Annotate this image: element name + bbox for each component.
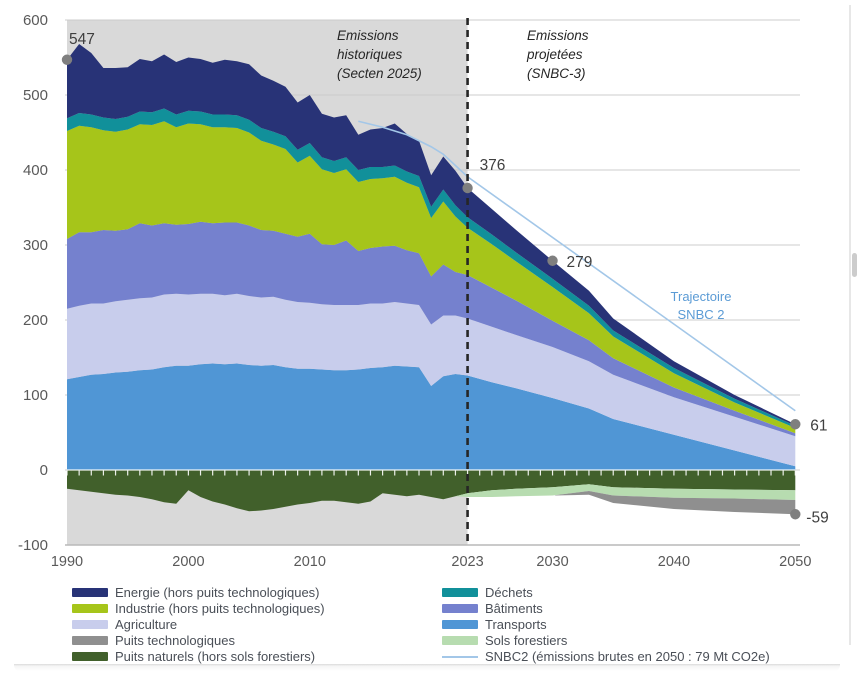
legend-swatch [72,587,108,597]
projected-emissions-annotation: Emissions projetées (SNBC-3) [527,28,589,81]
legend-label: Bâtiments [485,600,543,616]
x-tick-label-2040: 2040 [658,554,690,570]
legend-item: Transports [442,616,770,632]
area-energie-hors-puits-technologiques- [67,44,796,426]
legend-swatch [72,652,108,662]
marker-label-61: 61 [810,417,827,434]
legend-item: Sols forestiers [442,633,770,649]
area-d-chets [67,108,796,428]
legend-swatch [442,587,478,597]
legend-item: Industrie (hors puits technologiques) [72,600,325,616]
x-tick-label-1990: 1990 [51,554,83,570]
legend-item: SNBC2 (émissions brutes en 2050 : 79 Mt … [442,649,770,665]
legend-item: Puits naturels (hors sols forestiers) [72,649,325,665]
area-industrie-hors-puits-technologiques- [67,121,796,434]
legend-label: Déchets [485,584,533,600]
area-sols-forestiers [67,484,796,512]
y-tick-label-200: 200 [23,312,48,329]
marker-dot-61 [790,419,801,430]
stacked-areas-sinks [67,470,796,515]
legend-label: Puits technologiques [115,633,235,649]
stacked-areas-emissions [67,44,796,470]
legend-swatch [72,636,108,646]
y-tick-label-300: 300 [23,237,48,254]
emissions-stacked-area-chart: 547 376 279 61 -59 600 500 400 300 200 100 0 -100199… [18,12,829,570]
legend-item: Déchets [442,584,770,600]
area-transports [67,363,796,470]
legend-label: Puits naturels (hors sols forestiers) [115,649,316,665]
marker-dot-376 [462,182,473,194]
legend-swatch [442,636,478,646]
legend-swatch [72,603,108,613]
historical-emissions-annotation: Emissions historiques (Secten 2025) [337,28,422,81]
y-tick-label-100: 100 [23,387,48,404]
y-tick-label-0: 0 [40,462,48,479]
marker-dot--59 [790,509,801,520]
marker-label-279: 279 [567,254,593,271]
data-markers: 547 376 279 61 -59 [61,31,829,526]
legend-swatch [72,619,108,629]
marker-label-376: 376 [480,157,506,174]
y-tick-label-500: 500 [23,87,48,104]
page-scrollbar-thumb[interactable] [852,253,857,277]
x-tick-label-2050: 2050 [779,554,811,570]
page-scrollbar-track [849,5,851,645]
x-tick-label-2030: 2030 [536,554,568,570]
legend-label: SNBC2 (émissions brutes en 2050 : 79 Mt … [485,649,770,665]
legend-label: Sols forestiers [485,633,568,649]
area-b-timents [67,221,796,437]
legend-column-left: Energie (hors puits technologiques) Indus… [72,584,325,665]
area-puits-naturels-hors-sols-forestiers- [67,470,796,512]
legend-label: Industrie (hors puits technologiques) [115,600,325,616]
y-tick-label--100: -100 [18,537,48,554]
marker-dot-279 [547,255,558,266]
legend-item: Energie (hors puits technologiques) [72,584,325,600]
zero-axis [66,469,796,476]
x-tick-label-2000: 2000 [172,554,204,570]
card-bottom-edge [14,664,840,671]
legend-item: Puits technologiques [72,633,325,649]
area-puits-technologiques [67,488,796,515]
legend-label: Transports [485,616,547,632]
marker-label-547: 547 [69,31,95,48]
marker-dot-547 [61,54,73,65]
area-agriculture [67,293,796,467]
x-tick-label-2023: 2023 [451,554,483,570]
legend-swatch [442,603,478,613]
legend-swatch [442,619,478,629]
legend-item: Agriculture [72,616,325,632]
y-tick-label-400: 400 [23,162,48,179]
legend-label: Energie (hors puits technologiques) [115,584,320,600]
marker-label--59: -59 [806,509,828,526]
legend-column-right: Déchets Bâtiments Transports Sols forestier… [442,584,770,665]
legend-label: Agriculture [115,616,178,632]
snbc2-trajectory-label: Trajectoire SNBC 2 [670,289,732,322]
legend-swatch [442,655,478,658]
x-tick-label-2010: 2010 [294,554,326,570]
legend-item: Bâtiments [442,600,770,616]
y-tick-label-600: 600 [23,12,48,29]
